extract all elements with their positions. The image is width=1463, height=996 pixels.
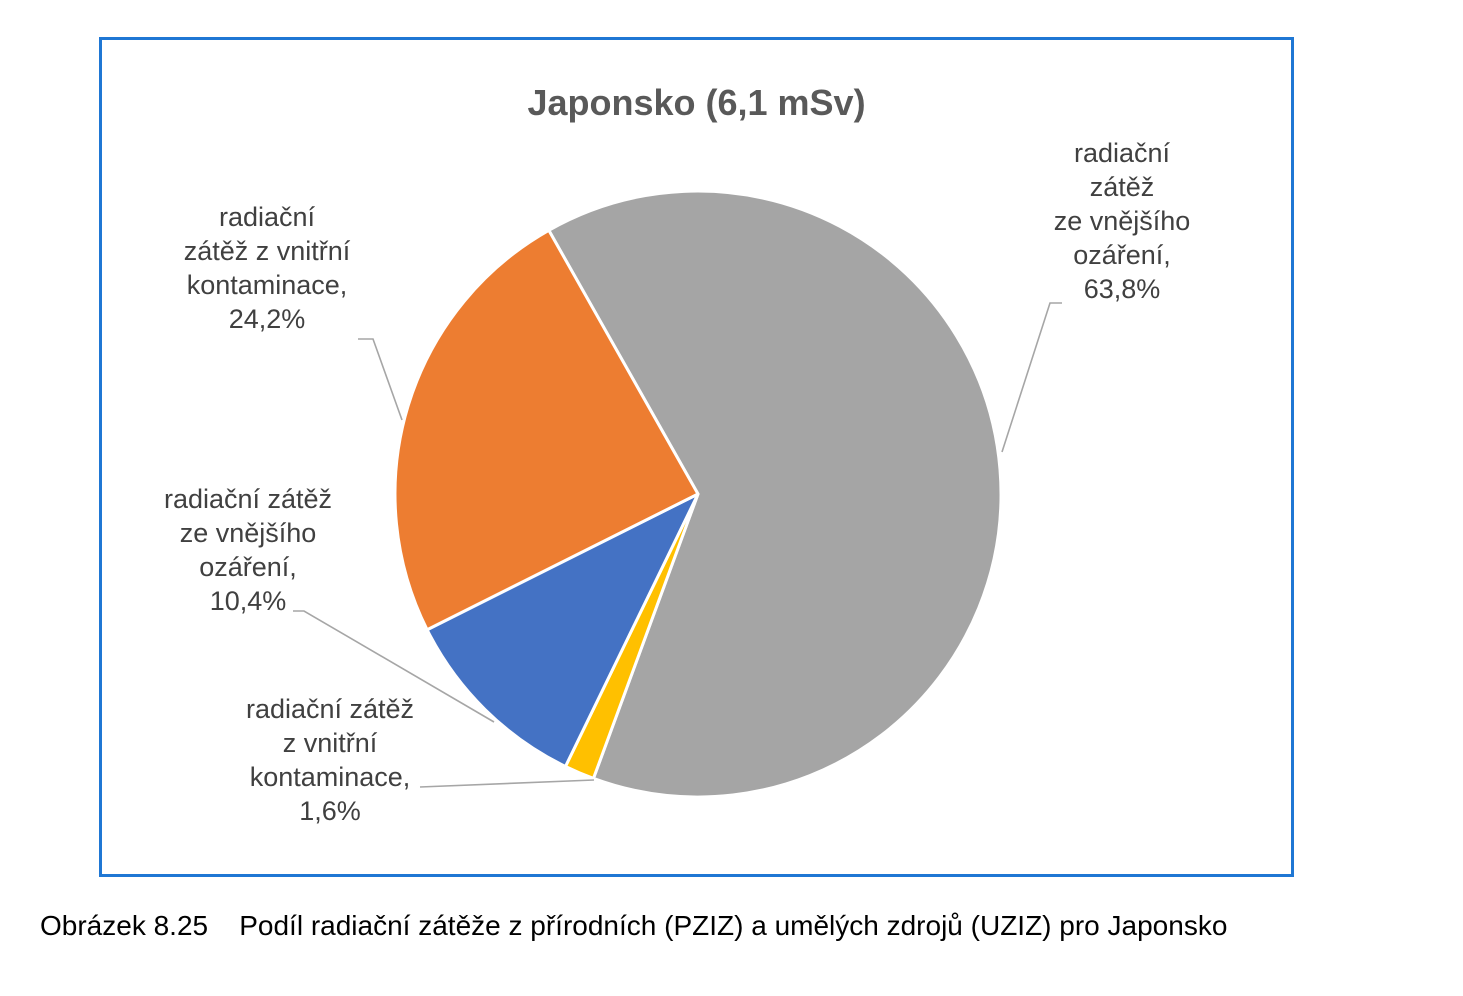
slice-label-line: radiační zátěž	[246, 694, 414, 724]
slice-label-3: radiační zátěž ze vnějšího ozáření, 10,4%	[164, 484, 332, 616]
slice-label-line: 10,4%	[210, 586, 287, 616]
caption-text: Podíl radiační zátěže z přírodních (PZIZ…	[239, 910, 1228, 941]
leader-line-3	[293, 610, 495, 723]
slice-label-2: radiační zátěž z vnitřní kontaminace, 1,6%	[246, 694, 414, 826]
slice-label-1: radiační zátěž ze vnějšího ozáření, 63,8%	[1054, 138, 1191, 304]
chart-title: Japonsko (6,1 mSv)	[527, 82, 866, 123]
leader-line-2	[419, 779, 595, 788]
slice-label-line: radiační zátěž	[164, 484, 332, 514]
leader-line-1	[1001, 302, 1062, 453]
slice-label-line: 24,2%	[229, 304, 306, 334]
slice-label-line: 1,6%	[299, 796, 361, 826]
slice-label-line: kontaminace,	[250, 762, 411, 792]
slice-label-line: ozáření,	[199, 552, 297, 582]
figure-caption: Obrázek 8.25 Podíl radiační zátěže z pří…	[40, 910, 1227, 942]
slice-label-line: 63,8%	[1084, 274, 1161, 304]
caption-number: Obrázek 8.25	[40, 910, 209, 941]
slice-label-line: kontaminace,	[187, 270, 348, 300]
slice-label-4: radiační zátěž z vnitřní kontaminace, 24,2%	[184, 202, 351, 334]
slice-label-line: ze vnějšího	[1054, 206, 1191, 236]
slice-label-line: radiační	[219, 202, 316, 232]
slice-label-line: ze vnějšího	[180, 518, 317, 548]
slice-label-line: zátěž z vnitřní	[184, 236, 351, 266]
slice-label-line: z vnitřní	[283, 728, 378, 758]
pie-slice-4	[393, 228, 700, 632]
slice-label-line: radiační	[1074, 138, 1171, 168]
pie-slice-3	[425, 492, 700, 768]
pie-slice-1	[547, 189, 1003, 799]
leader-line-4	[358, 338, 403, 421]
slice-label-line: ozáření,	[1073, 240, 1171, 270]
slice-label-line: zátěž	[1090, 172, 1155, 202]
